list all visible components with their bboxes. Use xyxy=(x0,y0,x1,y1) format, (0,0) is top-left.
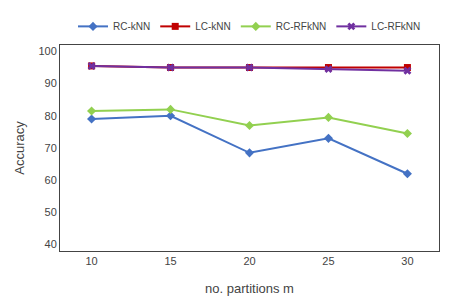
svg-text:Accuracy: Accuracy xyxy=(12,121,27,175)
svg-text:50: 50 xyxy=(45,206,57,218)
svg-text:70: 70 xyxy=(45,142,57,154)
svg-text:10: 10 xyxy=(85,255,97,267)
svg-text:60: 60 xyxy=(45,174,57,186)
svg-text:LC-kNN: LC-kNN xyxy=(195,21,231,32)
svg-text:90: 90 xyxy=(45,77,57,89)
svg-text:20: 20 xyxy=(243,255,255,267)
svg-text:25: 25 xyxy=(322,255,334,267)
svg-text:40: 40 xyxy=(45,238,57,250)
svg-text:100: 100 xyxy=(38,45,56,57)
svg-text:RC-kNN: RC-kNN xyxy=(113,21,150,32)
svg-text:LC-RFkNN: LC-RFkNN xyxy=(371,21,420,32)
svg-text:80: 80 xyxy=(45,110,57,122)
svg-text:RC-RFkNN: RC-RFkNN xyxy=(276,21,327,32)
svg-text:15: 15 xyxy=(164,255,176,267)
svg-text:no. partitions m: no. partitions m xyxy=(205,281,294,296)
svg-text:30: 30 xyxy=(401,255,413,267)
